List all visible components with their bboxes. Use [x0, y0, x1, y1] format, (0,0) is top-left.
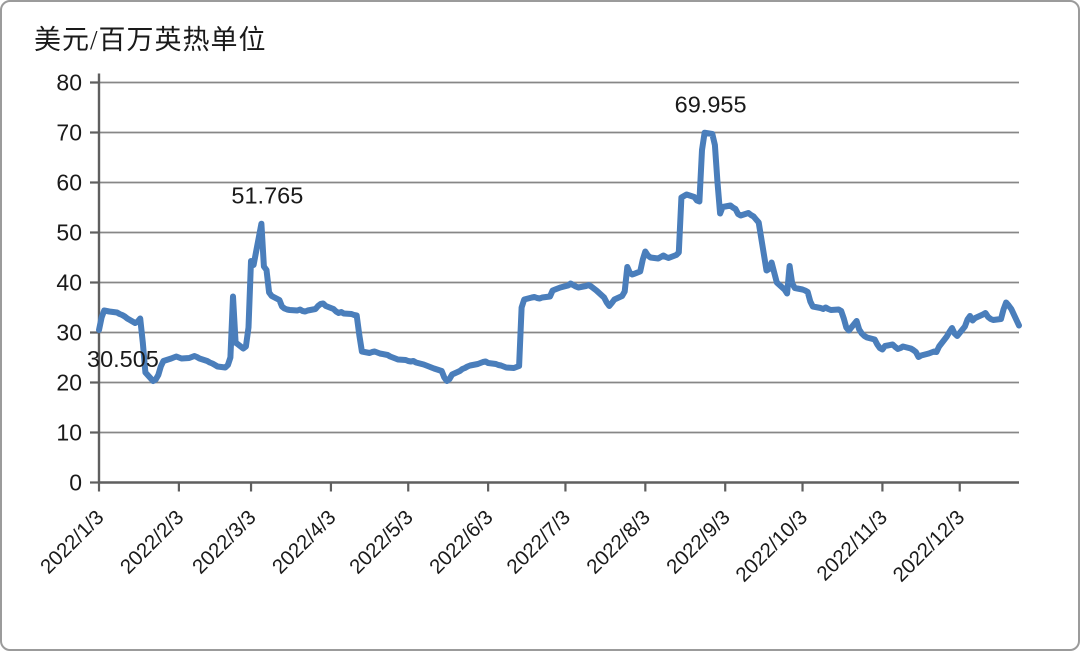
y-tick-label: 60	[56, 170, 82, 196]
x-tick-label: 2022/5/3	[345, 506, 418, 579]
x-tick-label: 2022/7/3	[502, 506, 575, 579]
y-tick-label: 80	[56, 70, 82, 96]
x-tick-label: 2022/11/3	[812, 506, 892, 586]
x-tick-label: 2022/6/3	[425, 506, 498, 579]
x-tick-label: 2022/1/3	[36, 506, 109, 579]
annotation-label: 69.955	[675, 92, 747, 118]
y-tick-label: 0	[69, 470, 82, 496]
y-tick-label: 50	[56, 220, 82, 246]
gridlines	[99, 81, 1019, 484]
x-tick-label: 2022/4/3	[268, 506, 341, 579]
x-tick-label: 2022/12/3	[889, 506, 970, 587]
annotation-label: 30.505	[87, 346, 159, 372]
price-line	[96, 129, 1022, 384]
x-tick-label: 2022/10/3	[731, 506, 812, 587]
x-axis: 2022/1/3 2022/2/3 2022/3/3 2022/4/3 2022/5/3…	[36, 481, 1019, 587]
y-axis: 0 10 20 30 40 50 60 70 80	[56, 70, 101, 496]
annotation-label: 51.765	[231, 183, 303, 209]
y-tick-label: 10	[56, 420, 82, 446]
x-tick-label: 2022/9/3	[662, 506, 735, 579]
x-tick-label: 2022/2/3	[116, 506, 189, 579]
y-tick-label: 40	[56, 270, 82, 296]
annotations: 30.505 51.765 69.955	[87, 92, 747, 372]
x-tick-label: 2022/3/3	[188, 506, 261, 579]
x-tick-label: 2022/8/3	[582, 506, 655, 579]
y-axis-unit-title: 美元/百万英热单位	[34, 25, 267, 55]
y-tick-label: 70	[56, 120, 82, 146]
y-tick-label: 30	[56, 320, 82, 346]
y-tick-label: 20	[56, 370, 82, 396]
